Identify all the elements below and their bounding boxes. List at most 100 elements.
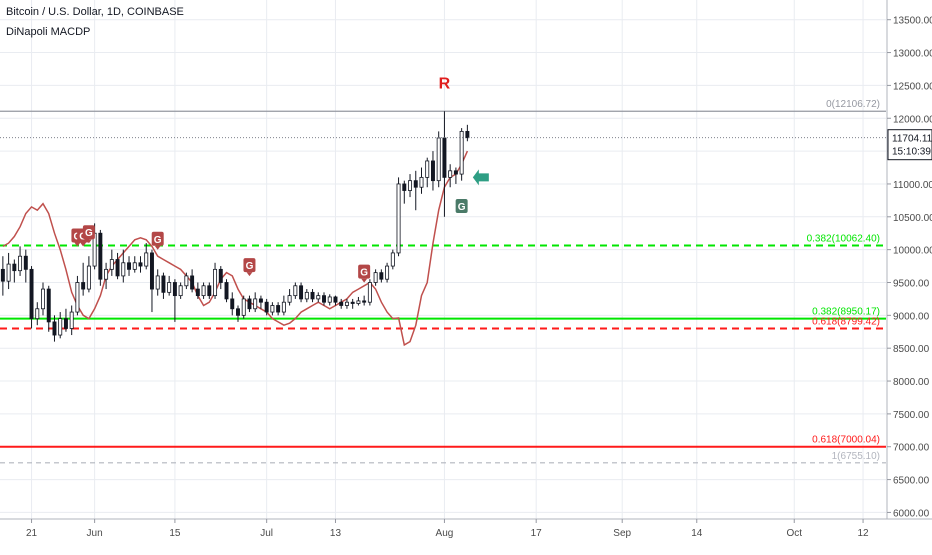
candle-body: [350, 301, 355, 304]
candle-body: [149, 252, 154, 290]
y-tick-label: 6000.00: [893, 508, 930, 519]
indicator-title: DiNapoli MACDP: [6, 26, 91, 38]
candle: [258, 295, 263, 309]
candle: [81, 262, 86, 296]
candle: [178, 282, 183, 299]
g-marker-label: G: [458, 202, 466, 213]
candle-body: [436, 137, 441, 182]
fib-level-label: 0.382(10062.40): [807, 234, 880, 245]
fib-level-label: 0.618(8799.42): [812, 317, 880, 328]
candle-body: [281, 301, 286, 313]
fib-level-label: 0.382(8950.17): [812, 307, 880, 318]
candle: [0, 256, 5, 296]
candle: [408, 174, 413, 198]
candle: [436, 131, 441, 188]
y-tick-label: 7000.00: [893, 443, 930, 454]
candle: [75, 275, 80, 316]
candle: [350, 298, 355, 309]
g-marker-label: G: [360, 268, 368, 279]
candle-body: [356, 300, 361, 304]
y-tick-label: 13500.00: [893, 16, 932, 27]
candle: [18, 246, 23, 276]
fib-level-label: 0(12106.72): [826, 99, 880, 110]
x-tick-label: 12: [857, 528, 869, 539]
candle: [413, 170, 418, 211]
candle-body: [253, 298, 258, 310]
fib-level-label: 0.618(7000.04): [812, 435, 880, 446]
candle: [287, 289, 292, 306]
candle-body: [408, 180, 413, 191]
arrow-left-icon: [472, 169, 489, 186]
candle-body: [385, 265, 390, 280]
candle: [264, 298, 269, 316]
x-tick-label: 15: [169, 528, 181, 539]
signal-markers: GGGGGGGR: [71, 76, 489, 283]
candle: [23, 249, 28, 283]
candle-body: [75, 282, 80, 313]
candle: [52, 315, 57, 342]
candle: [138, 256, 143, 273]
candle: [419, 167, 424, 194]
candle-body: [41, 288, 45, 310]
candle: [339, 298, 344, 309]
g-marker-label: G: [85, 228, 93, 239]
candle: [310, 289, 315, 303]
candle-body: [413, 180, 418, 188]
candle: [425, 157, 430, 188]
candle-body: [367, 282, 372, 303]
candle: [184, 272, 189, 290]
candle: [396, 177, 401, 257]
y-tick-label: 8000.00: [893, 377, 930, 388]
x-tick-label: 17: [531, 528, 543, 539]
candle: [253, 292, 258, 313]
candle-body: [63, 318, 68, 329]
last-price-label: 11704.11: [892, 134, 932, 145]
x-tick-label: 13: [330, 528, 342, 539]
x-tick-label: Jun: [87, 528, 103, 539]
candle: [115, 252, 120, 280]
candle-body: [69, 311, 74, 329]
candle: [270, 302, 275, 316]
x-tick-label: 14: [691, 528, 703, 539]
candle: [402, 180, 407, 204]
candle-body: [373, 272, 378, 283]
candle-body: [0, 268, 5, 282]
candle: [201, 282, 206, 299]
candle: [41, 282, 45, 316]
g-marker-pointer: [361, 278, 368, 283]
candle-body: [6, 263, 11, 282]
fib-level-label: 1(6755.10): [832, 451, 880, 462]
candle: [121, 249, 126, 283]
g-marker-pointer: [246, 272, 253, 277]
y-tick-label: 11000.00: [893, 180, 932, 191]
candle-body: [419, 176, 424, 188]
candle-body: [258, 298, 263, 303]
candle: [385, 262, 390, 283]
x-tick-label: Oct: [786, 528, 802, 539]
y-tick-label: 13000.00: [893, 49, 932, 60]
macdp-line: [2, 150, 469, 347]
candle-body: [425, 160, 430, 178]
g-marker-pointer: [80, 242, 87, 247]
g-marker-pointer: [154, 245, 161, 250]
candle: [430, 151, 435, 191]
x-tick-label: 21: [26, 528, 38, 539]
candle: [149, 249, 154, 313]
g-marker-box: [243, 258, 256, 273]
candle: [104, 262, 109, 290]
y-tick-label: 12000.00: [893, 114, 932, 125]
candle-body: [224, 282, 229, 300]
candle: [379, 269, 384, 283]
y-tick-label: 10000.00: [893, 246, 932, 257]
g-signal-marker: G: [358, 264, 371, 283]
candle-body: [448, 170, 453, 178]
candle: [316, 292, 321, 303]
candle: [167, 275, 172, 296]
candle: [172, 279, 177, 322]
candle: [276, 302, 281, 316]
candle: [465, 124, 470, 142]
candle-body: [230, 298, 235, 310]
candle-body: [127, 262, 132, 270]
